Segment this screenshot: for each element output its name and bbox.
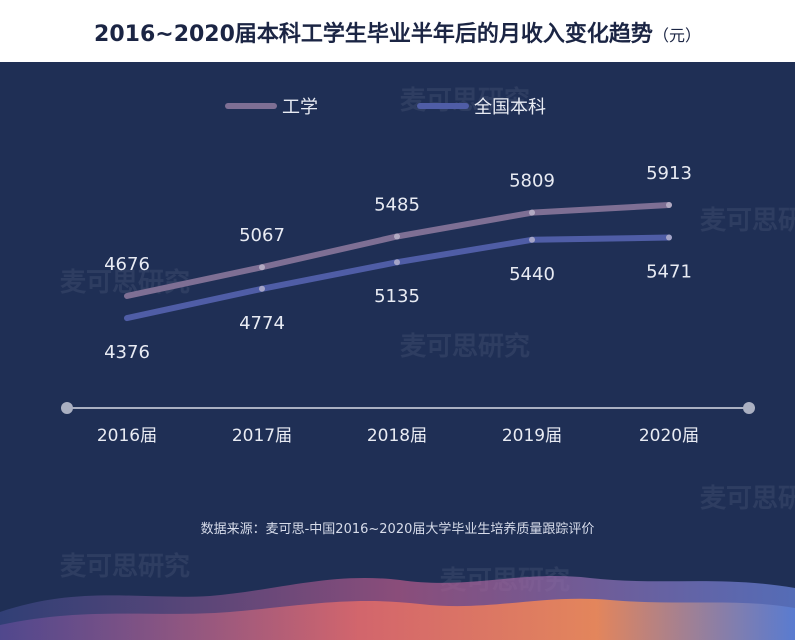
- x-axis: 2016届 2017届 2018届 2019届 2020届: [61, 402, 755, 446]
- x-tick-label: 2020届: [639, 426, 699, 446]
- data-point: [529, 236, 535, 243]
- watermark: 麦可思研究: [60, 552, 191, 582]
- x-tick-label: 2017届: [232, 426, 292, 446]
- data-point: [666, 234, 672, 241]
- x-tick-label: 2018届: [367, 426, 427, 446]
- chart-title-text: 2016~2020届本科工学生毕业半年后的月收入变化趋势: [94, 22, 653, 47]
- data-point: [394, 233, 400, 240]
- legend-label: 全国本科: [474, 97, 546, 118]
- data-label: 5809: [509, 171, 555, 192]
- series-layer: [124, 202, 672, 322]
- watermark: 麦可思研究: [700, 206, 795, 236]
- legend: 工学 全国本科: [225, 97, 546, 118]
- data-point: [259, 264, 265, 271]
- data-label: 5067: [239, 225, 285, 246]
- data-point: [394, 259, 400, 266]
- title-bar: 2016~2020届本科工学生毕业半年后的月收入变化趋势（元）: [0, 0, 795, 62]
- data-label: 4774: [239, 313, 285, 334]
- watermark: 麦可思研究: [400, 86, 531, 116]
- data-labels: 4676 5067 5485 5809 5913 4376 4774 5135 5440 5471: [104, 163, 692, 363]
- data-label: 5471: [646, 262, 692, 283]
- watermark: 麦可思研究: [700, 484, 795, 514]
- series-line: [124, 202, 672, 299]
- x-axis-start-dot: [61, 402, 73, 414]
- x-tick-label: 2016届: [97, 426, 157, 446]
- data-label: 5135: [374, 286, 420, 307]
- source-note: 数据来源：麦可思-中国2016~2020届大学毕业生培养质量跟踪评价: [200, 522, 595, 537]
- data-label: 4676: [104, 254, 150, 275]
- watermark: 麦可思研究: [60, 268, 191, 298]
- x-tick-label: 2019届: [502, 426, 562, 446]
- data-point: [259, 285, 265, 292]
- legend-label: 工学: [282, 97, 318, 118]
- x-axis-end-dot: [743, 402, 755, 414]
- decorative-wave: [0, 598, 795, 640]
- data-label: 5485: [374, 194, 420, 215]
- data-label: 5440: [509, 264, 555, 285]
- data-label: 4376: [104, 342, 150, 363]
- chart-title: 2016~2020届本科工学生毕业半年后的月收入变化趋势（元）: [0, 16, 795, 48]
- data-label: 5913: [646, 163, 692, 184]
- chart-unit: （元）: [652, 26, 701, 45]
- data-point: [666, 202, 672, 208]
- watermark: 麦可思研究: [400, 332, 531, 362]
- data-point: [529, 209, 535, 216]
